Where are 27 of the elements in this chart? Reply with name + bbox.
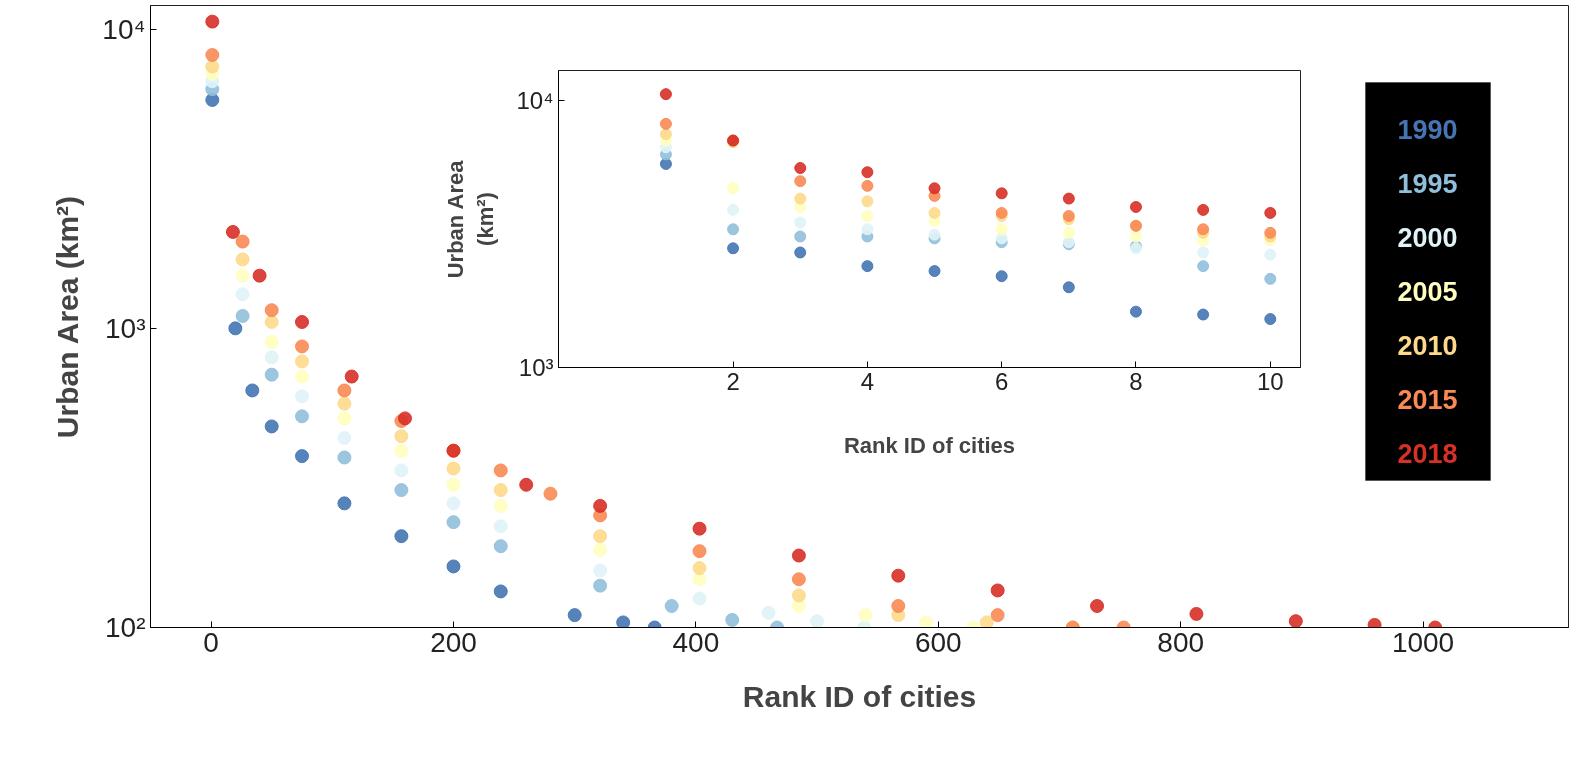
x-tick-label: 200 bbox=[430, 626, 477, 658]
y-axis-title: Urban Area (km²) bbox=[443, 159, 499, 279]
y-tick-label: 10³ bbox=[518, 354, 554, 381]
x-tick-label: 4 bbox=[860, 367, 875, 395]
x-tick-label: 1000 bbox=[1391, 626, 1455, 658]
y-tick-label: 10³ bbox=[105, 312, 146, 344]
x-tick-label: 8 bbox=[1129, 367, 1143, 395]
x-tick-label: 600 bbox=[914, 626, 962, 658]
text: 2000 bbox=[1397, 223, 1458, 253]
y-tick-label: 10² bbox=[105, 612, 146, 643]
text: 2015 bbox=[1397, 385, 1458, 415]
x-axis-title: Rank ID of cities bbox=[843, 432, 1016, 458]
y-tick-label: 10⁴ bbox=[516, 87, 554, 115]
x-tick-label: 800 bbox=[1157, 626, 1205, 658]
x-tick-label: 10 bbox=[1256, 367, 1284, 395]
text: 2018 bbox=[1397, 439, 1458, 469]
x-tick-label: 400 bbox=[672, 626, 720, 658]
text: 1990 bbox=[1397, 115, 1458, 145]
x-axis-title: Rank ID of cities bbox=[742, 679, 977, 713]
x-tick-label: 2 bbox=[726, 367, 740, 395]
y-tick-label: 10⁴ bbox=[102, 13, 146, 45]
x-tick-label: 6 bbox=[995, 367, 1009, 395]
x-tick-label: 0 bbox=[203, 626, 219, 658]
text: 2005 bbox=[1397, 277, 1458, 307]
y-axis-title: Urban Area (km²) bbox=[51, 195, 85, 439]
text: 2010 bbox=[1397, 331, 1458, 361]
text: 1995 bbox=[1397, 169, 1458, 199]
